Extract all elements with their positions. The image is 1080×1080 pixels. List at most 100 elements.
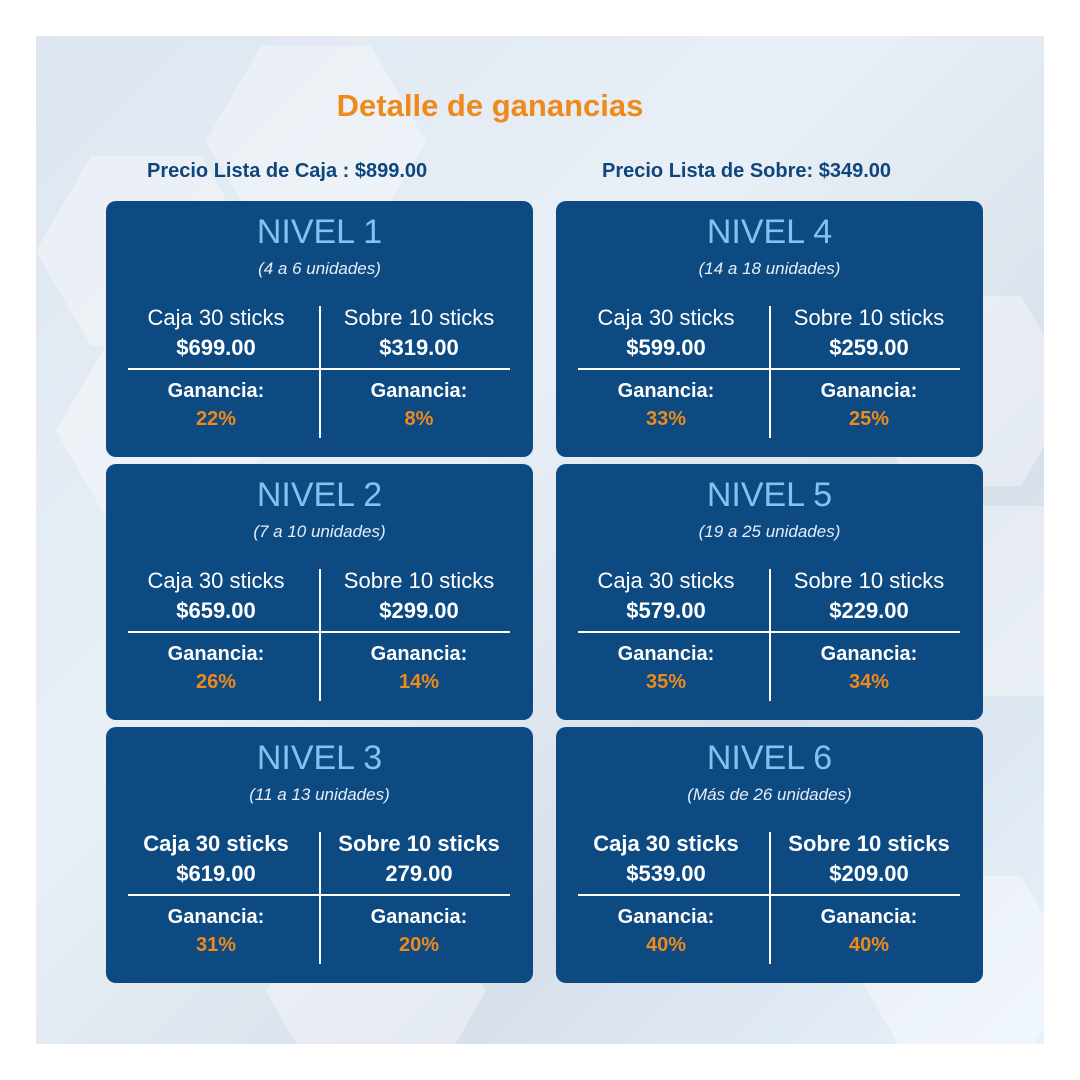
- caja-gain: Ganancia: 40%: [566, 903, 766, 959]
- sobre-price: $299.00: [379, 598, 459, 623]
- row-divider: [128, 368, 510, 370]
- level-range: (Más de 26 unidades): [687, 785, 852, 804]
- level-title: NIVEL 6: [706, 739, 833, 777]
- sobre-gain-percent: 20%: [398, 934, 440, 956]
- sobre-gain-percent: 14%: [398, 671, 440, 693]
- sobre-product: Sobre 10 sticks 279.00: [319, 829, 519, 889]
- sobre-gain-percent: 40%: [848, 934, 890, 956]
- sobre-product: Sobre 10 sticks $209.00: [769, 829, 969, 889]
- gain-label: Ganancia:: [617, 906, 715, 928]
- row-divider: [578, 631, 960, 633]
- page-title: Detalle de ganancias: [336, 88, 644, 123]
- caja-product: Caja 30 sticks $659.00: [116, 566, 316, 626]
- caja-product: Caja 30 sticks $619.00: [116, 829, 316, 889]
- sobre-product: Sobre 10 sticks $319.00: [319, 303, 519, 363]
- caja-gain-percent: 31%: [195, 934, 237, 956]
- gain-label: Ganancia:: [370, 380, 468, 402]
- sobre-name: Sobre 10 sticks: [788, 831, 950, 856]
- caja-gain: Ganancia: 26%: [116, 640, 316, 696]
- level-title: NIVEL 4: [706, 213, 833, 251]
- list-price-sobre: Precio Lista de Sobre: $349.00: [602, 160, 892, 182]
- level-card-6: NIVEL 6 (Más de 26 unidades) Caja 30 sti…: [556, 727, 983, 983]
- sobre-gain-percent: 8%: [404, 408, 434, 430]
- gain-label: Ganancia:: [820, 906, 918, 928]
- level-range: (4 a 6 unidades): [258, 259, 381, 278]
- caja-price: $599.00: [626, 335, 706, 360]
- caja-price: $659.00: [176, 598, 256, 623]
- sobre-gain: Ganancia: 34%: [769, 640, 969, 696]
- caja-name: Caja 30 sticks: [147, 305, 285, 330]
- gain-label: Ganancia:: [370, 906, 468, 928]
- column-divider: [319, 306, 321, 438]
- sobre-price: $229.00: [829, 598, 909, 623]
- sobre-gain: Ganancia: 40%: [769, 903, 969, 959]
- level-range: (7 a 10 unidades): [253, 522, 386, 541]
- caja-product: Caja 30 sticks $699.00: [116, 303, 316, 363]
- gain-label: Ganancia:: [617, 380, 715, 402]
- caja-product: Caja 30 sticks $539.00: [566, 829, 766, 889]
- level-range: (11 a 13 unidades): [249, 785, 390, 804]
- caja-name: Caja 30 sticks: [147, 568, 285, 593]
- caja-gain-percent: 26%: [195, 671, 237, 693]
- sobre-price: $319.00: [379, 335, 459, 360]
- gain-label: Ganancia:: [617, 643, 715, 665]
- level-card-4: NIVEL 4 (14 a 18 unidades) Caja 30 stick…: [556, 201, 983, 457]
- level-card-1: NIVEL 1 (4 a 6 unidades) Caja 30 sticks $…: [106, 201, 533, 457]
- list-price-caja: Precio Lista de Caja : $899.00: [147, 160, 428, 182]
- sobre-name: Sobre 10 sticks: [793, 568, 945, 593]
- sobre-name: Sobre 10 sticks: [343, 305, 495, 330]
- sobre-price: $259.00: [829, 335, 909, 360]
- row-divider: [578, 368, 960, 370]
- caja-name: Caja 30 sticks: [143, 831, 289, 856]
- gain-label: Ganancia:: [820, 380, 918, 402]
- sobre-product: Sobre 10 sticks $299.00: [319, 566, 519, 626]
- sobre-gain-percent: 25%: [848, 408, 890, 430]
- gain-label: Ganancia:: [167, 906, 265, 928]
- caja-gain: Ganancia: 33%: [566, 377, 766, 433]
- caja-gain: Ganancia: 31%: [116, 903, 316, 959]
- caja-price: $619.00: [176, 861, 256, 886]
- level-range: (19 a 25 unidades): [698, 522, 841, 541]
- caja-price: $579.00: [626, 598, 706, 623]
- caja-price: $699.00: [176, 335, 256, 360]
- level-title: NIVEL 5: [706, 476, 833, 514]
- caja-gain-percent: 22%: [195, 408, 237, 430]
- row-divider: [128, 631, 510, 633]
- sobre-price: $209.00: [829, 861, 909, 886]
- caja-name: Caja 30 sticks: [597, 568, 735, 593]
- caja-product: Caja 30 sticks $579.00: [566, 566, 766, 626]
- level-title: NIVEL 1: [256, 213, 383, 251]
- sobre-product: Sobre 10 sticks $259.00: [769, 303, 969, 363]
- sobre-gain: Ganancia: 25%: [769, 377, 969, 433]
- sobre-gain: Ganancia: 20%: [319, 903, 519, 959]
- gain-label: Ganancia:: [820, 643, 918, 665]
- caja-price: $539.00: [626, 861, 706, 886]
- gain-label: Ganancia:: [167, 380, 265, 402]
- sobre-product: Sobre 10 sticks $229.00: [769, 566, 969, 626]
- row-divider: [578, 894, 960, 896]
- column-divider: [319, 832, 321, 964]
- infographic: Detalle de ganancias Precio Lista de Caj…: [36, 36, 1044, 1044]
- sobre-gain-percent: 34%: [848, 671, 890, 693]
- caja-name: Caja 30 sticks: [593, 831, 739, 856]
- level-title: NIVEL 3: [256, 739, 383, 777]
- caja-gain-percent: 40%: [645, 934, 687, 956]
- gain-label: Ganancia:: [167, 643, 265, 665]
- sobre-gain: Ganancia: 14%: [319, 640, 519, 696]
- column-divider: [769, 306, 771, 438]
- caja-gain: Ganancia: 22%: [116, 377, 316, 433]
- level-card-3: NIVEL 3 (11 a 13 unidades) Caja 30 stick…: [106, 727, 533, 983]
- caja-name: Caja 30 sticks: [597, 305, 735, 330]
- sobre-name: Sobre 10 sticks: [793, 305, 945, 330]
- sobre-price: 279.00: [385, 861, 453, 886]
- gain-label: Ganancia:: [370, 643, 468, 665]
- column-divider: [319, 569, 321, 701]
- column-divider: [769, 832, 771, 964]
- sobre-name: Sobre 10 sticks: [338, 831, 500, 856]
- sobre-gain: Ganancia: 8%: [319, 377, 519, 433]
- caja-gain-percent: 33%: [645, 408, 687, 430]
- level-range: (14 a 18 unidades): [698, 259, 841, 278]
- row-divider: [128, 894, 510, 896]
- caja-gain: Ganancia: 35%: [566, 640, 766, 696]
- level-title: NIVEL 2: [256, 476, 383, 514]
